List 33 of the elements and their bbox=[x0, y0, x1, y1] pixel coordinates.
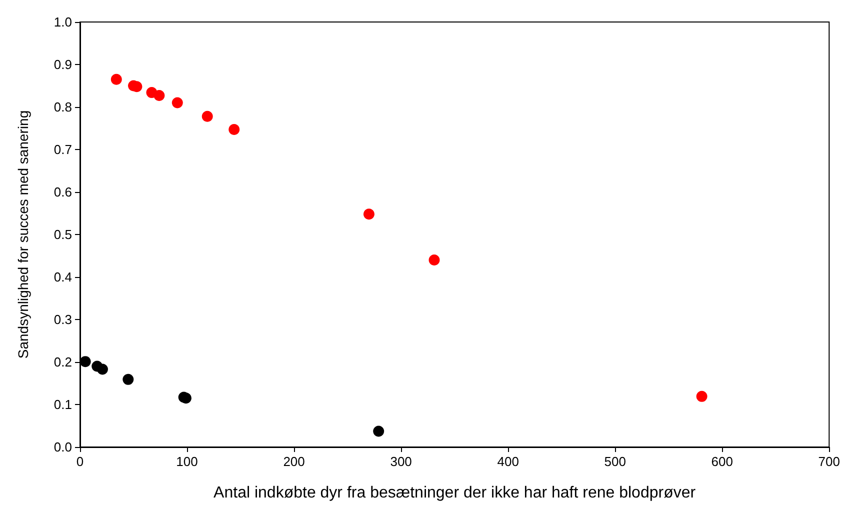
point bbox=[96, 364, 108, 375]
y-tick-label: 0.7 bbox=[54, 142, 72, 157]
x-tick-label: 200 bbox=[283, 454, 305, 469]
y-tick-label: 0.0 bbox=[54, 440, 72, 454]
x-tick-label: 100 bbox=[176, 454, 198, 469]
y-tick-label: 1.0 bbox=[54, 14, 72, 30]
point bbox=[363, 208, 374, 220]
point bbox=[172, 97, 183, 108]
x-tick-label: 300 bbox=[390, 454, 412, 469]
x-axis-title: Antal indkøbte dyr fra besætninger der ikke har haft rene blodprøver bbox=[214, 484, 696, 502]
point bbox=[154, 90, 165, 102]
point bbox=[80, 356, 91, 368]
point bbox=[373, 426, 384, 437]
point bbox=[202, 110, 213, 122]
y-tick-label: 0.8 bbox=[54, 100, 72, 114]
y-tick-label: 0.5 bbox=[54, 227, 72, 242]
y-tick-label: 0.4 bbox=[54, 270, 72, 284]
point bbox=[696, 390, 708, 402]
point bbox=[110, 74, 122, 85]
y-axis-title: Sandsynlighed for succes med sanering bbox=[15, 110, 31, 359]
y-tick-label: 0.6 bbox=[54, 184, 72, 200]
point bbox=[428, 254, 440, 266]
point bbox=[122, 374, 134, 385]
y-tick-label: 0.1 bbox=[54, 397, 72, 412]
x-tick-label: 0 bbox=[76, 454, 84, 469]
x-tick-label: 600 bbox=[711, 454, 733, 469]
point bbox=[228, 124, 240, 136]
x-tick-label: 400 bbox=[497, 454, 519, 469]
y-tick-label: 0.9 bbox=[54, 57, 72, 72]
y-tick-label: 0.3 bbox=[54, 312, 72, 327]
x-tick-label: 700 bbox=[818, 454, 840, 469]
y-tick-label: 0.2 bbox=[54, 354, 72, 370]
x-tick-label: 500 bbox=[604, 454, 626, 469]
